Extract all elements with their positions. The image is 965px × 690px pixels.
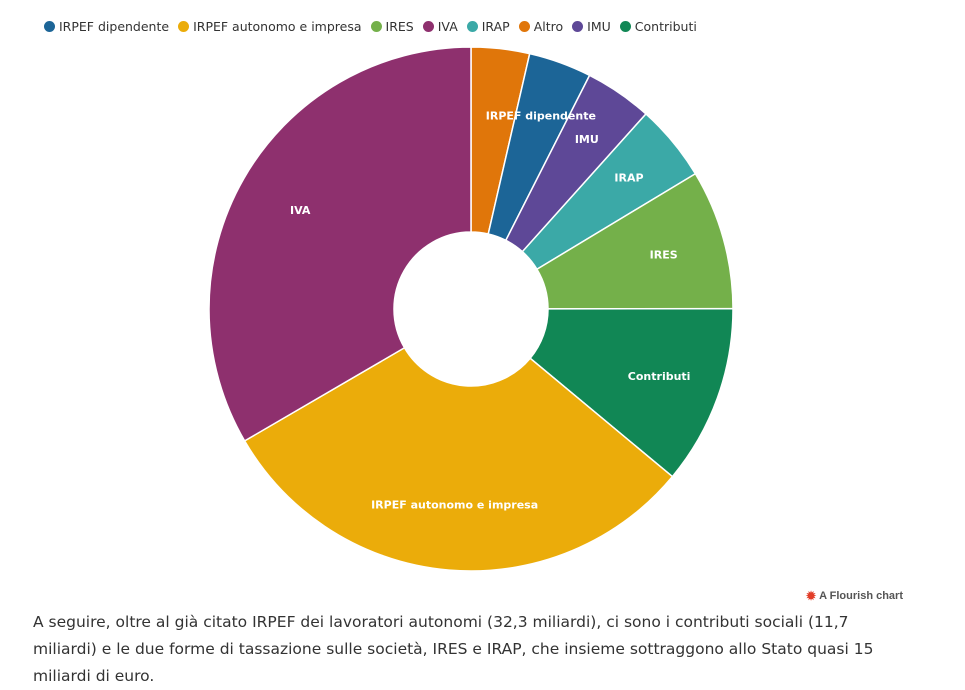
- legend-item-ires[interactable]: IRES: [370, 18, 414, 34]
- donut-chart: IRPEF dipendente IMU IRAP IRES Contributi IRP…: [208, 46, 734, 572]
- credit-text: A Flourish chart: [819, 590, 903, 602]
- flourish-logo-icon: ✹: [806, 589, 817, 603]
- slice-ires[interactable]: [535, 172, 734, 310]
- flourish-credit[interactable]: ✹ A Flourish chart: [806, 589, 903, 603]
- legend-item-irpef-autonomo-e-impresa[interactable]: IRPEF autonomo e impresa: [178, 18, 362, 34]
- legend-item-contributi[interactable]: Contributi: [619, 18, 697, 34]
- legend-label: IMU: [587, 18, 611, 34]
- slice-label-irpef-autonomo-e-impresa: IRPEF autonomo e impresa: [371, 498, 538, 511]
- chart-legend: IRPEF dipendente IRPEF autonomo e impresa…: [44, 16, 706, 36]
- caption-text: A seguire, oltre al già citato IRPEF dei…: [33, 613, 874, 685]
- legend-swatch: [178, 20, 190, 32]
- legend-label: IRPEF dipendente: [59, 18, 170, 34]
- legend-swatch: [44, 20, 55, 32]
- legend-swatch: [518, 20, 530, 32]
- legend-item-iva[interactable]: IVA: [422, 18, 458, 34]
- legend-label: Altro: [533, 18, 564, 34]
- legend-item-altro[interactable]: Altro: [518, 18, 564, 34]
- legend-swatch: [422, 20, 434, 32]
- slice-iva[interactable]: [208, 46, 472, 442]
- slice-label-irpef-dipendente: IRPEF dipendente: [486, 109, 596, 122]
- legend-item-irap[interactable]: IRAP: [466, 18, 510, 34]
- legend-item-imu[interactable]: IMU: [572, 19, 611, 34]
- legend-label: IRPEF autonomo e impresa: [193, 18, 362, 34]
- article-caption: A seguire, oltre al già citato IRPEF dei…: [33, 609, 903, 690]
- slice-label-imu: IMU: [575, 133, 599, 146]
- legend-label: IRES: [385, 18, 414, 34]
- slice-label-iva: IVA: [290, 204, 311, 217]
- legend-label: Contributi: [634, 18, 697, 34]
- slice-label-irap: IRAP: [614, 171, 643, 184]
- legend-swatch: [370, 20, 382, 32]
- legend-item-irpef-dipendente[interactable]: IRPEF dipendente: [44, 19, 169, 34]
- slice-label-contributi: Contributi: [628, 370, 691, 383]
- legend-label: IRAP: [481, 18, 510, 34]
- legend-swatch: [619, 20, 631, 32]
- legend-label: IVA: [437, 18, 458, 34]
- slice-label-ires: IRES: [650, 248, 678, 261]
- slice-irpef-autonomo-e-impresa[interactable]: [243, 346, 674, 572]
- slice-contributi[interactable]: [529, 307, 734, 478]
- legend-swatch: [466, 20, 478, 32]
- legend-swatch: [572, 20, 584, 32]
